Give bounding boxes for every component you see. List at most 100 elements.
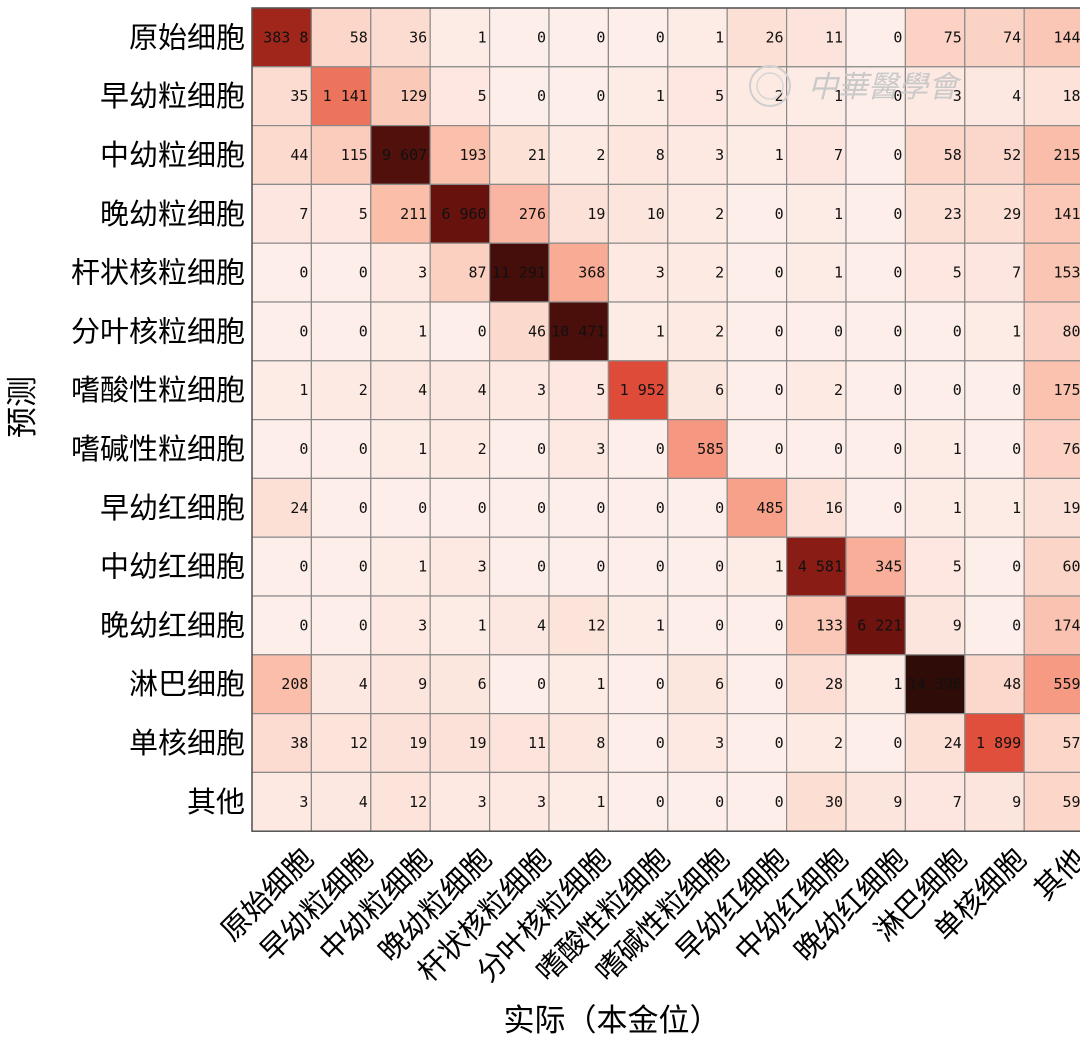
heatmap-cell (904, 419, 966, 480)
heatmap-cell (429, 477, 491, 538)
cell-value-label: 0 (656, 675, 665, 693)
cell-value-label: 3 (537, 381, 546, 399)
cell-value-label: 48 (1003, 675, 1021, 693)
cell-value-label: 0 (834, 322, 843, 340)
cell-value-label: 141 (1054, 205, 1080, 223)
heatmap-cell (667, 654, 728, 715)
watermark-seal-icon (749, 65, 791, 107)
cell-value-label: 0 (299, 440, 308, 458)
cell-value-label: 23 (944, 205, 962, 223)
heatmap-cell (1023, 771, 1080, 832)
heatmap-cell (251, 712, 313, 773)
heatmap-cell (251, 66, 313, 127)
heatmap-cell (370, 595, 431, 656)
heatmap-cell (785, 301, 847, 362)
heatmap-cell (904, 360, 966, 421)
cell-value-label: 0 (537, 28, 546, 46)
cell-value-label: 0 (537, 675, 546, 693)
heatmap-border (251, 7, 1080, 832)
heatmap-cell (726, 771, 788, 832)
watermark: 中華醫學會 (749, 65, 962, 107)
cell-value-label: 0 (893, 28, 902, 46)
heatmap-cell (785, 712, 847, 773)
cell-value-label: 4 (1012, 87, 1021, 105)
cell-value-label: 58 (944, 146, 962, 164)
cell-value-label: 1 (418, 440, 427, 458)
cell-value-label: 0 (1012, 440, 1021, 458)
cell-value-label: 1 (1012, 322, 1021, 340)
heatmap-cell (370, 360, 431, 421)
heatmap-cell (667, 771, 728, 832)
cell-value-label: 2 (715, 205, 724, 223)
heatmap-cell (548, 654, 610, 715)
cell-value-label: 6 (478, 675, 487, 693)
cell-value-label: 0 (834, 440, 843, 458)
heatmap-cell (607, 712, 669, 773)
heatmap-cell (548, 419, 610, 480)
cell-value-label: 0 (537, 87, 546, 105)
row-label: 晚幼红细胞 (100, 608, 245, 642)
cell-value-label: 129 (400, 87, 427, 105)
cell-value-label: 60 (1063, 558, 1080, 576)
cell-value-label: 3 (715, 734, 724, 752)
cell-value-label: 0 (893, 264, 902, 282)
cell-value-label: 0 (537, 558, 546, 576)
cell-value-label: 87 (469, 264, 487, 282)
cell-value-label: 0 (953, 381, 962, 399)
heatmap-cell (785, 595, 847, 656)
cell-value-label: 0 (537, 499, 546, 517)
heatmap-cell (310, 536, 372, 597)
cell-value-label: 3 (537, 793, 546, 811)
row-label: 嗜酸性粒细胞 (71, 373, 245, 407)
cell-value-label: 0 (775, 734, 784, 752)
cell-value-label: 10 471 (551, 322, 605, 340)
heatmap-cell (489, 712, 550, 773)
heatmap-cell (548, 771, 610, 832)
cell-value-label: 0 (359, 264, 368, 282)
heatmap-cell (489, 183, 550, 244)
cell-value-label: 0 (893, 734, 902, 752)
heatmap-cell (370, 124, 431, 185)
heatmap-cell (667, 419, 728, 480)
heatmap-cell (310, 360, 372, 421)
cell-value-label: 0 (715, 616, 724, 634)
cell-value-label: 1 (418, 322, 427, 340)
cell-value-label: 26 (766, 28, 784, 46)
heatmap-cell (904, 66, 966, 127)
cell-value-label: 1 952 (620, 381, 665, 399)
heatmap-cell (607, 595, 669, 656)
cell-value-label: 383 8 (263, 28, 308, 46)
cell-value-label: 1 899 (976, 734, 1021, 752)
cell-value-label: 2 (359, 381, 368, 399)
cell-value-label: 0 (656, 558, 665, 576)
cell-value-label: 57 (1063, 734, 1080, 752)
cell-value-label: 75 (944, 28, 962, 46)
cell-value-label: 7 (834, 146, 843, 164)
cell-value-label: 585 (697, 440, 724, 458)
cell-value-label: 0 (596, 87, 605, 105)
cell-value-label: 1 (656, 87, 665, 105)
cell-value-label: 4 (359, 793, 368, 811)
cell-value-label: 24 (290, 499, 308, 517)
cell-value-label: 29 (1003, 205, 1021, 223)
heatmap-cell (548, 712, 610, 773)
cell-value-label: 18 (1063, 87, 1080, 105)
heatmap-cell (904, 7, 966, 68)
cell-value-label: 10 (647, 205, 665, 223)
cell-value-label: 0 (656, 793, 665, 811)
cell-value-label: 3 (715, 146, 724, 164)
heatmap-cell (845, 771, 907, 832)
heatmap-cell (489, 654, 550, 715)
heatmap-cell (785, 242, 847, 303)
cell-value-label: 28 (825, 675, 843, 693)
cell-value-label: 9 (953, 616, 962, 634)
cell-value-label: 345 (875, 558, 902, 576)
cell-value-label: 0 (1012, 381, 1021, 399)
heatmap-cell (489, 360, 550, 421)
watermark-seal-inner (756, 72, 784, 100)
heatmap-cell (489, 66, 550, 127)
cell-value-label: 0 (775, 322, 784, 340)
cell-value-label: 193 (460, 146, 487, 164)
heatmap-cell (489, 301, 550, 362)
cell-value-label: 9 (418, 675, 427, 693)
